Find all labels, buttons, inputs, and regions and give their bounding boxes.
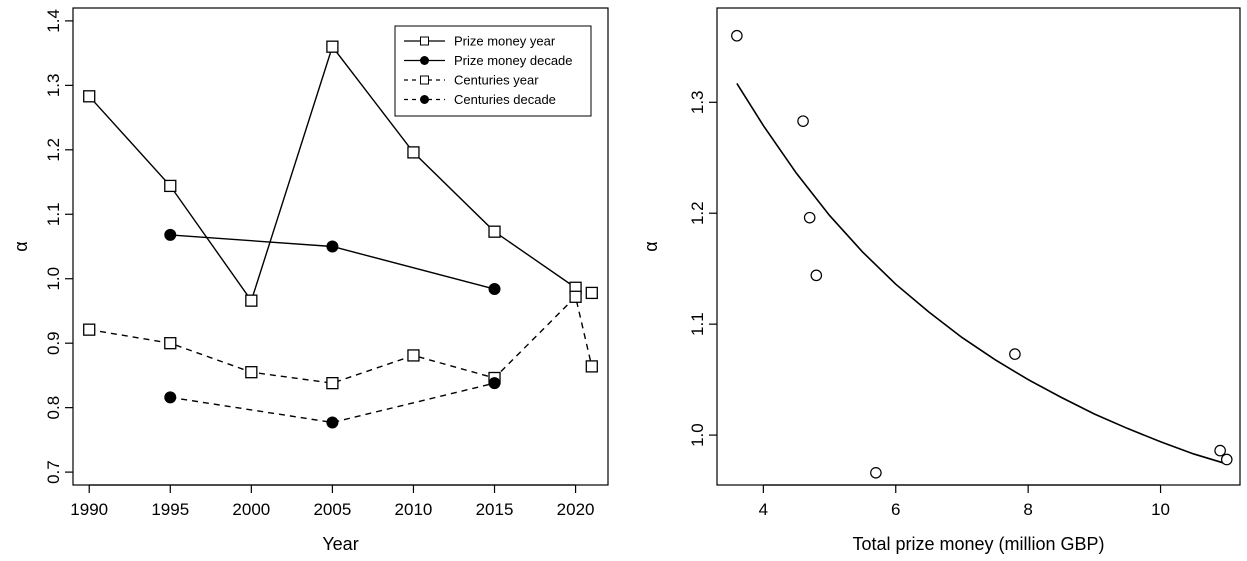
- x-tick-label: 2010: [395, 500, 433, 519]
- series-1-point: [488, 283, 501, 296]
- x-axis-label: Year: [322, 534, 358, 554]
- series-3-point: [488, 377, 501, 390]
- legend-marker: [420, 36, 429, 46]
- scatter-point: [1009, 348, 1021, 360]
- legend: Prize money year Prize money decade Centur…: [394, 25, 592, 117]
- y-tick-label: 1.4: [44, 9, 63, 33]
- y-tick-label: 0.7: [44, 460, 63, 484]
- y-tick-label: 1.1: [44, 202, 63, 226]
- y-tick-label: 0.9: [44, 331, 63, 355]
- x-tick-label: 4: [759, 500, 768, 519]
- fit-curve: [736, 83, 1227, 465]
- series-0-point: [245, 294, 258, 307]
- y-axis-label: α: [641, 241, 661, 251]
- series-0-point: [164, 179, 177, 193]
- series-2-point: [326, 377, 339, 390]
- x-axis-label: Total prize money (million GBP): [852, 534, 1104, 554]
- series-0-point: [83, 90, 96, 103]
- scatter-point: [870, 466, 882, 479]
- x-tick-label: 6: [891, 500, 900, 519]
- y-tick-label: 1.2: [44, 138, 63, 162]
- y-tick-label: 1.3: [688, 90, 707, 114]
- x-tick-label: 1995: [151, 500, 189, 519]
- series-2-point: [164, 337, 177, 350]
- series-2-point: [569, 290, 582, 303]
- series-1-point: [326, 240, 339, 253]
- legend-marker: [420, 95, 429, 104]
- legend-label: Centuries year: [454, 73, 539, 88]
- extra-point: [585, 286, 598, 300]
- series-2-point: [407, 349, 420, 362]
- series-2-point: [585, 360, 598, 373]
- series-0-point: [326, 40, 339, 53]
- series-line-3: [170, 382, 495, 424]
- legend-label: Prize money year: [454, 34, 556, 49]
- series-0-point: [407, 146, 420, 159]
- scatter-point: [797, 115, 809, 127]
- series-2-point: [83, 323, 96, 336]
- y-tick-label: 0.8: [44, 396, 63, 420]
- x-tick-label: 2015: [476, 500, 514, 519]
- legend-label: Prize money decade: [454, 53, 573, 68]
- legend-label: Centuries decade: [454, 92, 556, 107]
- series-3-point: [164, 391, 177, 404]
- y-tick-label: 1.3: [44, 74, 63, 98]
- legend-marker: [420, 75, 429, 85]
- legend-marker: [420, 56, 429, 65]
- x-tick-label: 2000: [232, 500, 270, 519]
- left-chart-panel: 1990 1995 2000 2005 2010 2015 2020 0.7 0.8 0.9 1.0…: [11, 7, 609, 554]
- series-3-point: [326, 416, 339, 429]
- scatter-point: [803, 211, 816, 224]
- x-tick-label: 1990: [70, 500, 108, 519]
- y-tick-label: 1.0: [44, 267, 63, 291]
- y-tick-label: 1.2: [688, 201, 707, 225]
- x-tick-label: 8: [1023, 500, 1032, 519]
- plot-frame: [716, 7, 1241, 486]
- x-tick-label: 2020: [557, 500, 595, 519]
- scatter-point: [810, 269, 823, 282]
- series-1-point: [164, 228, 177, 241]
- scatter-point: [1214, 444, 1226, 457]
- scatter-point: [1220, 453, 1233, 466]
- y-axis-label: α: [11, 241, 31, 251]
- y-tick-label: 1.0: [688, 423, 707, 447]
- series-2-point: [245, 366, 258, 379]
- series-0-point: [488, 225, 501, 238]
- scatter-point: [731, 29, 743, 42]
- x-tick-label: 10: [1151, 500, 1170, 519]
- x-tick-label: 2005: [313, 500, 351, 519]
- y-tick-label: 1.1: [688, 312, 707, 336]
- right-chart-panel: 4 6 8 10 1.0 1.1 1.2 1.3 Total prize money (mill…: [641, 7, 1241, 554]
